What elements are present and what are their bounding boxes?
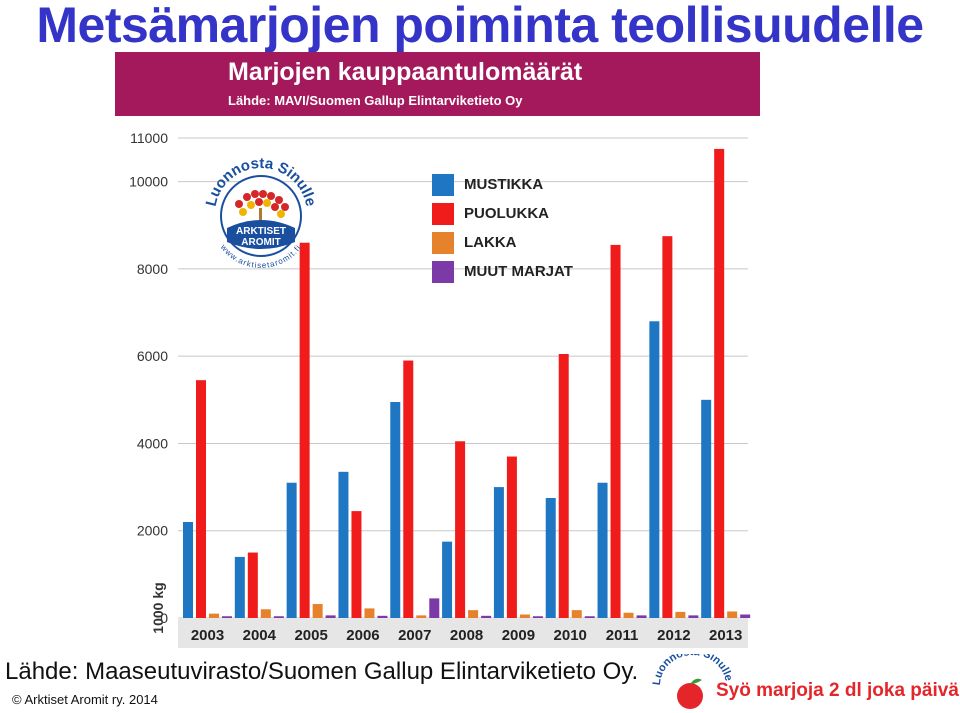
legend-item-muut-marjat: MUUT MARJAT (432, 257, 573, 286)
slogan-text: Syö marjoja 2 dl joka päivä (716, 680, 959, 701)
legend-label-puolukka: PUOLUKKA (464, 205, 549, 222)
bar-puolukka-2004 (247, 552, 258, 618)
bar-mustikka-2004 (234, 556, 245, 618)
legend-label-mustikka: MUSTIKKA (464, 176, 544, 193)
x-tick-label: 2008 (450, 627, 483, 644)
legend-label-muut-marjat: MUUT MARJAT (464, 263, 573, 280)
y-tick-label: 6000 (137, 348, 168, 364)
bar-mustikka-2009 (493, 487, 504, 618)
y-tick-label: 4000 (137, 435, 168, 451)
bar-mustikka-2013 (701, 399, 712, 618)
bar-lakka-2005 (312, 604, 323, 618)
y-tick-label: 2000 (137, 523, 168, 539)
logo-center-line2: AROMIT (241, 237, 280, 248)
bar-puolukka-2007 (403, 360, 414, 618)
footer-apple-logo: Luonnosta Sinulle (652, 654, 734, 709)
bar-puolukka-2012 (662, 236, 673, 618)
x-tick-label: 2012 (657, 627, 690, 644)
x-tick-label: 2003 (191, 627, 224, 644)
x-axis-band (178, 618, 748, 648)
bar-lakka-2011 (623, 612, 634, 618)
bar-lakka-2012 (675, 611, 686, 618)
logo-wave-icon (227, 220, 295, 249)
bar-puolukka-2008 (455, 441, 466, 618)
copyright-text: © Arktiset Aromit ry. 2014 (12, 692, 158, 707)
bar-muut-marjat-2004 (273, 616, 284, 618)
chart-subtitle: Lähde: MAVI/Suomen Gallup Elintarviketie… (228, 93, 523, 108)
bar-lakka-2010 (571, 610, 582, 618)
bar-muut-marjat-2009 (532, 616, 543, 618)
bar-muut-marjat-2007 (429, 598, 440, 618)
legend-swatch-muut-marjat (432, 260, 454, 283)
legend-swatch-puolukka (432, 202, 454, 225)
slide-title: Metsämarjojen poiminta teollisuudelle (36, 0, 924, 53)
bar-lakka-2006 (364, 608, 375, 618)
leaf-icon (690, 678, 702, 684)
bar-muut-marjat-2011 (636, 615, 647, 618)
x-tick-label: 2007 (398, 627, 431, 644)
y-tick-label: 8000 (137, 261, 168, 277)
bar-mustikka-2011 (597, 482, 608, 618)
bar-puolukka-2013 (714, 148, 725, 618)
legend-item-mustikka: MUSTIKKA (432, 170, 573, 199)
arktiset-aromit-logo: Luonnosta Sinulle www.arktisetaromit.fi … (203, 155, 320, 270)
chart-plot: 0 2000 4000 6000 8000 10000 11000 1000 kg 2003 20… (129, 130, 751, 648)
bar-muut-marjat-2005 (325, 615, 336, 618)
bar-lakka-2003 (209, 613, 219, 618)
legend-item-lakka: LAKKA (432, 228, 573, 257)
source-line: Lähde: Maaseutuvirasto/Suomen Gallup Eli… (5, 658, 639, 685)
legend-item-puolukka: PUOLUKKA (432, 199, 573, 228)
logo-center-line1: ARKTISET (236, 226, 286, 237)
bar-muut-marjat-2008 (481, 615, 492, 618)
bar-mustikka-2012 (649, 321, 660, 618)
chart-legend: MUSTIKKA PUOLUKKA LAKKA MUUT MARJAT (432, 170, 573, 286)
bar-mustikka-2008 (442, 541, 453, 618)
bar-muut-marjat-2003 (222, 616, 232, 618)
bar-lakka-2013 (727, 611, 738, 618)
bar-puolukka-2006 (351, 511, 362, 618)
bar-muut-marjat-2006 (377, 615, 388, 618)
bar-lakka-2008 (468, 610, 479, 618)
bar-lakka-2007 (416, 615, 427, 618)
bar-mustikka-2005 (286, 482, 297, 618)
bar-mustikka-2003 (183, 522, 193, 618)
y-tick-label: 10000 (129, 174, 168, 190)
x-tick-label: 2004 (243, 627, 277, 644)
bar-muut-marjat-2010 (584, 616, 595, 618)
legend-swatch-lakka (432, 231, 454, 254)
bar-lakka-2009 (519, 614, 530, 618)
x-tick-label: 2006 (346, 627, 379, 644)
bar-puolukka-2011 (610, 244, 621, 618)
bar-lakka-2004 (260, 609, 271, 618)
bar-mustikka-2006 (338, 471, 349, 618)
x-tick-label: 2009 (502, 627, 535, 644)
legend-swatch-mustikka (432, 173, 454, 196)
x-tick-label: 2011 (606, 627, 639, 644)
apple-icon (677, 683, 703, 709)
logo-berries-icon (235, 190, 289, 222)
x-tick-label: 2005 (294, 627, 327, 644)
bar-muut-marjat-2013 (740, 614, 751, 618)
y-tick-label: 0 (160, 610, 168, 626)
x-tick-label: 2013 (709, 627, 742, 644)
bar-puolukka-2009 (506, 456, 517, 618)
bar-puolukka-2010 (558, 354, 569, 618)
bar-mustikka-2010 (545, 498, 556, 618)
chart-banner: Marjojen kauppaantulomäärät Lähde: MAVI/… (115, 52, 760, 116)
bar-mustikka-2007 (390, 402, 401, 618)
bar-puolukka-2003 (196, 380, 206, 618)
bar-puolukka-2005 (299, 242, 310, 618)
chart-title: Marjojen kauppaantulomäärät (228, 58, 583, 86)
legend-label-lakka: LAKKA (464, 234, 517, 251)
y-tick-label: 11000 (130, 130, 168, 146)
y-axis-label: 1000 kg (150, 582, 166, 633)
bar-muut-marjat-2012 (688, 615, 699, 618)
x-tick-label: 2010 (554, 627, 587, 644)
